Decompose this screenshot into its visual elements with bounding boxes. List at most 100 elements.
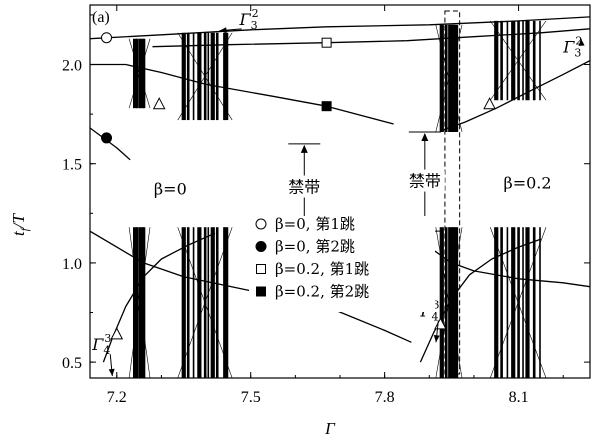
band-stripe [132,227,138,378]
gap-label: 禁带 [409,172,441,191]
band-cross-line [128,227,151,378]
x-tick-label: 8.1 [509,389,529,406]
band-stripe [181,227,186,378]
band-stripe [186,32,190,121]
x-tick-label: 7.2 [107,389,127,406]
x-axis-label: Γ [324,419,336,438]
band-stripe [181,32,186,121]
gamma-arrow-head [578,38,585,46]
y-axis-label-sub: f [19,226,31,231]
gamma-label: Γ32 [239,7,259,32]
band-stripe [522,227,524,378]
axes-layer: 7.2 7.5 7.8 8.1 0.5 1.0 1.5 2.0 [62,4,591,406]
markers-layer [101,32,496,340]
band-stripe [207,227,210,378]
band-stripe [453,24,459,132]
legend: β=0, 第1跳 β=0, 第2跳 β=0.2, 第1跳 β=0.2, 第2跳 [249,215,435,312]
band-stripe [192,227,195,378]
band-stripe [448,24,453,132]
band-stripe [207,32,210,121]
region-label: β=0 [154,180,187,199]
legend-label: β=0.2, 第2跳 [275,283,369,301]
band-cross-line [490,20,547,101]
band-stripe [132,38,138,109]
dashed-box-layer [444,10,461,375]
band-stripe [224,227,229,378]
band-stripe [142,227,146,378]
band-stripe [139,38,144,109]
gamma-label: Γ32 [562,35,582,60]
gamma-arrow-head [108,368,115,377]
x-tick-label: 7.5 [241,389,261,406]
legend-label: β=0, 第1跳 [275,215,355,233]
gap-label-bg [404,170,445,191]
y-tick-label: 1.5 [62,157,82,174]
legend-background [249,216,435,312]
marker-square-filled [321,101,332,112]
gap-label-bg [284,176,325,197]
band-stripe [210,227,215,378]
legend-label: β=0, 第2跳 [275,238,355,256]
band-stripe [210,32,215,121]
band-stripe [453,227,459,378]
band-stripe [197,32,202,121]
band-stripe [192,32,195,121]
band-cross-line [435,24,463,133]
band-stripe [439,227,444,378]
band-stripe [136,38,139,109]
gamma-label-base: Γ [562,38,575,57]
gap-arrow-up-head [300,144,308,153]
band-stripe [532,20,536,101]
band-stripe [439,24,444,132]
band-stripe [525,227,530,378]
band-stripe [517,20,520,101]
gamma-label-sup: 3 [104,332,111,345]
band-stripe [494,227,499,378]
gamma-label-sub: 3 [574,47,581,60]
region-label: β=0.2 [503,174,551,193]
band-stripe [223,32,225,121]
curve-lower-right-rising [419,238,542,363]
band-stripe [500,20,503,101]
y-tick-label: 2.0 [62,58,82,75]
band-stripe [215,227,219,378]
gap-arrow-up-head [421,132,429,141]
gamma-label-sup: 2 [252,7,259,20]
band-stripe [532,227,536,378]
legend-marker [255,218,267,230]
band-stripe [511,20,516,101]
gap-label: 禁带 [288,178,320,197]
y-tick-label: 1.0 [62,256,82,273]
band-stripe [500,227,503,378]
gamma-arrow-head [219,27,227,34]
curve-upper-first-jump [90,16,590,40]
band-stripe [525,20,530,101]
band-stripe [448,227,453,378]
band-stripe [511,227,516,378]
band-cross-line [489,227,547,378]
gamma-label-base: Γ [91,335,104,354]
gamma-label-sup: 3 [432,298,439,311]
band-stripe [186,227,190,378]
gamma-label: Γ43 [91,332,111,357]
band-stripe [139,227,144,378]
band-stripe [215,32,219,121]
gamma-label-sup: 2 [575,35,582,48]
curve-right-rising [442,60,590,131]
band-stripe [522,20,524,101]
gamma-arrow-head [433,335,440,343]
band-stripe [197,227,202,378]
curve-upper-second-jump [152,28,590,48]
legend-marker [256,264,266,274]
x-tick-label: 7.8 [375,389,395,406]
band-cross-line [177,32,233,121]
band-stripe [494,20,499,101]
legend-marker [255,241,267,252]
band-stripe [539,227,541,378]
gamma-label-sub: 4 [103,344,110,357]
region-labels-layer: β=0 β=0.2 [154,174,552,199]
y-axis-label: tf/T [9,212,31,236]
gamma-label-base: Γ [239,10,252,29]
band-stripe [224,32,229,121]
